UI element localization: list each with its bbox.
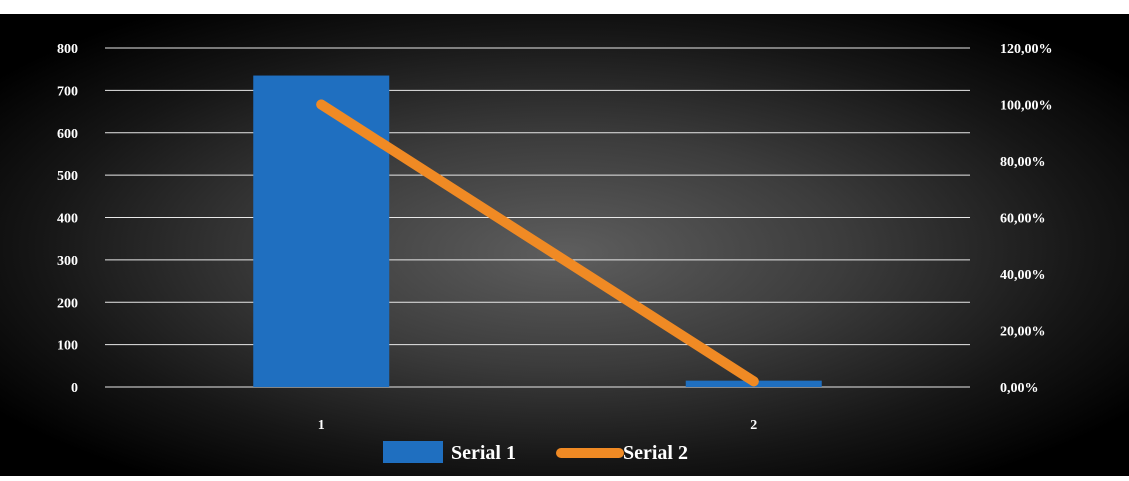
series-line — [316, 99, 759, 387]
y2-tick-label: 100,00% — [1000, 99, 1053, 114]
axis-labels: 0 100 200 300 400 500 600 700 800 0,00% 20,00% 40,0… — [57, 42, 1053, 433]
x-tick-label: 2 — [750, 418, 757, 433]
y-tick-label: 800 — [57, 42, 78, 57]
y-tick-label: 600 — [57, 127, 78, 142]
bar — [253, 75, 390, 387]
y2-tick-label: 40,00% — [1000, 268, 1046, 283]
y2-tick-label: 60,00% — [1000, 212, 1046, 227]
gridlines — [105, 47, 970, 388]
line-series — [316, 99, 759, 387]
bar-series — [253, 75, 822, 387]
legend-swatch — [383, 441, 443, 463]
legend: Serial 1 Serial 2 — [383, 441, 688, 464]
y2-tick-label: 0,00% — [1000, 381, 1039, 396]
y-tick-label: 400 — [57, 212, 78, 227]
line-point — [316, 99, 327, 110]
y2-tick-label: 20,00% — [1000, 325, 1046, 340]
y2-tick-label: 120,00% — [1000, 42, 1053, 57]
y-tick-label: 200 — [57, 296, 78, 311]
legend-label: Serial 1 — [451, 442, 516, 464]
y-tick-label: 0 — [71, 381, 78, 396]
y-tick-label: 500 — [57, 169, 78, 184]
y-tick-label: 100 — [57, 339, 78, 354]
y-tick-label: 700 — [57, 84, 78, 99]
line-point — [748, 376, 759, 387]
x-tick-label: 1 — [318, 418, 325, 433]
y-tick-label: 300 — [57, 254, 78, 269]
legend-label: Serial 2 — [623, 442, 688, 464]
chart-background — [0, 14, 1129, 476]
y2-tick-label: 80,00% — [1000, 155, 1046, 170]
